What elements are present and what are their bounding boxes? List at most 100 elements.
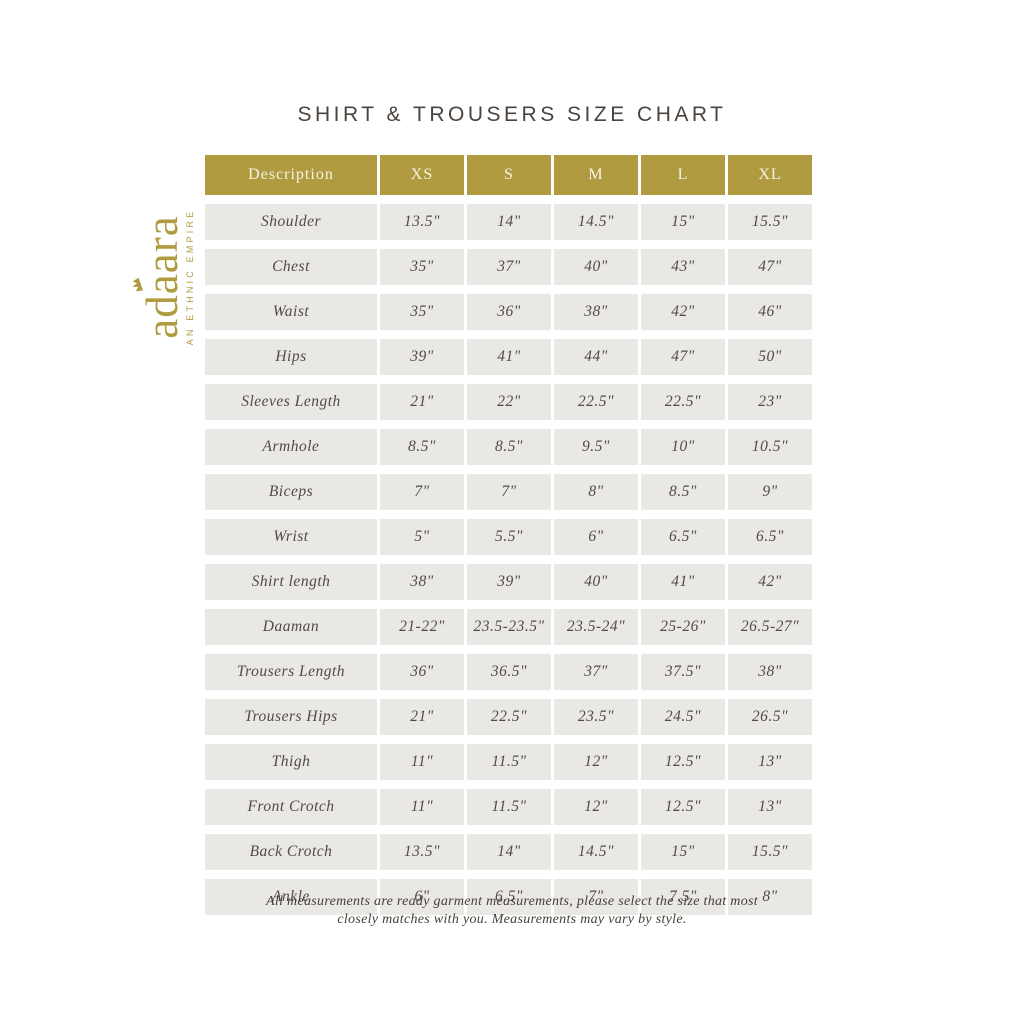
- size-value: 12": [554, 789, 638, 825]
- size-value: 21": [380, 384, 464, 420]
- size-value: 26.5": [728, 699, 812, 735]
- size-value: 36": [380, 654, 464, 690]
- size-value: 11": [380, 789, 464, 825]
- size-value: 35": [380, 249, 464, 285]
- size-value: 15": [641, 834, 725, 870]
- size-value: 36.5": [467, 654, 551, 690]
- size-value: 26.5-27": [728, 609, 812, 645]
- table-row: Shirt length 38" 39" 40" 41" 42": [205, 564, 812, 600]
- size-value: 6.5": [641, 519, 725, 555]
- column-header-description: Description: [205, 155, 377, 195]
- size-value: 9": [728, 474, 812, 510]
- size-value: 23.5-24": [554, 609, 638, 645]
- size-value: 6": [380, 879, 464, 915]
- crown-icon: [132, 277, 143, 292]
- size-value: 14.5": [554, 834, 638, 870]
- footer-note-line2: closely matches with you. Measurements m…: [337, 912, 687, 928]
- brand-name-part: ara: [137, 215, 187, 274]
- row-label: Sleeves Length: [205, 384, 377, 420]
- table-row: Biceps 7" 7" 8" 8.5" 9": [205, 474, 812, 510]
- size-value: 12.5": [641, 789, 725, 825]
- size-value: 15": [641, 204, 725, 240]
- row-label: Shirt length: [205, 564, 377, 600]
- brand-name: ad aara: [132, 182, 187, 372]
- size-value: 24.5": [641, 699, 725, 735]
- size-value: 37.5": [641, 654, 725, 690]
- size-value: 40": [554, 564, 638, 600]
- size-value: 37": [554, 654, 638, 690]
- row-label: Thigh: [205, 744, 377, 780]
- size-value: 10": [641, 429, 725, 465]
- size-chart-table-container: Description XS S M L XL Shoulder 13.5" 14" 14.5"…: [202, 146, 815, 924]
- size-value: 23": [728, 384, 812, 420]
- table-row: Daaman 21-22" 23.5-23.5" 23.5-24" 25-26" 26.5…: [205, 609, 812, 645]
- size-value: 8.5": [467, 429, 551, 465]
- size-value: 43": [641, 249, 725, 285]
- column-header-s: S: [467, 155, 551, 195]
- brand-name-part: ad: [137, 294, 187, 339]
- size-value: 11.5": [467, 744, 551, 780]
- row-label: Shoulder: [205, 204, 377, 240]
- size-value: 15.5": [728, 204, 812, 240]
- size-value: 39": [380, 339, 464, 375]
- size-value: 5": [380, 519, 464, 555]
- table-row: Ankle 6" 6.5" 7" 7.5" 8": [205, 879, 812, 915]
- size-value: 22.5": [554, 384, 638, 420]
- table-row: Front Crotch 11" 11.5" 12" 12.5" 13": [205, 789, 812, 825]
- size-value: 22.5": [467, 699, 551, 735]
- size-value: 7": [467, 474, 551, 510]
- size-value: 47": [728, 249, 812, 285]
- table-row: Sleeves Length 21" 22" 22.5" 22.5" 23": [205, 384, 812, 420]
- row-label: Hips: [205, 339, 377, 375]
- column-header-xl: XL: [728, 155, 812, 195]
- size-value: 12.5": [641, 744, 725, 780]
- size-value: 6.5": [728, 519, 812, 555]
- size-value: 13": [728, 744, 812, 780]
- row-label: Back Crotch: [205, 834, 377, 870]
- size-value: 22.5": [641, 384, 725, 420]
- size-value: 22": [467, 384, 551, 420]
- size-value: 13": [728, 789, 812, 825]
- row-label: Trousers Hips: [205, 699, 377, 735]
- size-value: 11": [380, 744, 464, 780]
- table-row: Trousers Hips 21" 22.5" 23.5" 24.5" 26.5": [205, 699, 812, 735]
- size-value: 7": [380, 474, 464, 510]
- size-value: 38": [728, 654, 812, 690]
- column-header-m: M: [554, 155, 638, 195]
- size-value: 42": [728, 564, 812, 600]
- size-value: 6.5": [467, 879, 551, 915]
- table-row: Chest 35" 37" 40" 43" 47": [205, 249, 812, 285]
- size-value: 23.5": [554, 699, 638, 735]
- column-header-xs: XS: [380, 155, 464, 195]
- size-value: 8": [728, 879, 812, 915]
- row-label: Wrist: [205, 519, 377, 555]
- size-value: 41": [641, 564, 725, 600]
- size-chart-table: Description XS S M L XL Shoulder 13.5" 14" 14.5"…: [202, 146, 815, 924]
- footer-note: All measurements are ready garment measu…: [0, 893, 1024, 930]
- table-row: Hips 39" 41" 44" 47" 50": [205, 339, 812, 375]
- size-value: 12": [554, 744, 638, 780]
- size-value: 21": [380, 699, 464, 735]
- size-value: 15.5": [728, 834, 812, 870]
- table-row: Armhole 8.5" 8.5" 9.5" 10" 10.5": [205, 429, 812, 465]
- size-value: 9.5": [554, 429, 638, 465]
- size-value: 46": [728, 294, 812, 330]
- row-label: Waist: [205, 294, 377, 330]
- size-value: 41": [467, 339, 551, 375]
- size-value: 25-26": [641, 609, 725, 645]
- size-value: 38": [554, 294, 638, 330]
- size-value: 47": [641, 339, 725, 375]
- brand-name-crowned-letter: a: [132, 273, 187, 294]
- table-row: Shoulder 13.5" 14" 14.5" 15" 15.5": [205, 204, 812, 240]
- row-label: Daaman: [205, 609, 377, 645]
- size-value: 50": [728, 339, 812, 375]
- size-value: 14": [467, 834, 551, 870]
- size-value: 7.5": [641, 879, 725, 915]
- header-row: Description XS S M L XL: [205, 155, 812, 195]
- column-header-l: L: [641, 155, 725, 195]
- size-value: 13.5": [380, 834, 464, 870]
- table-row: Wrist 5" 5.5" 6" 6.5" 6.5": [205, 519, 812, 555]
- row-label: Chest: [205, 249, 377, 285]
- table-row: Back Crotch 13.5" 14" 14.5" 15" 15.5": [205, 834, 812, 870]
- size-value: 21-22": [380, 609, 464, 645]
